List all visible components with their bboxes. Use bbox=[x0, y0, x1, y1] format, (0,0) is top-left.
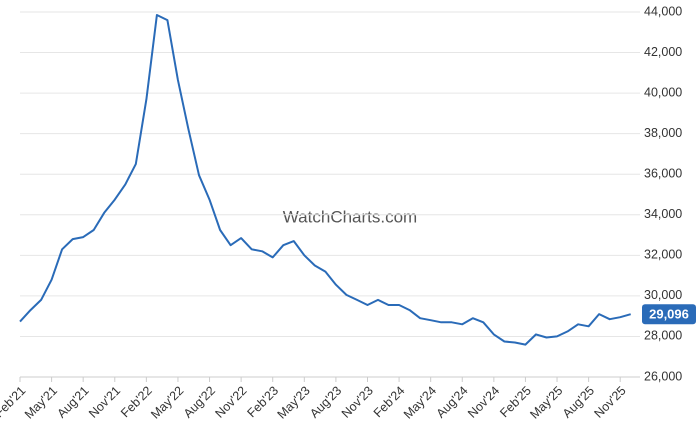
x-tick-label: Aug'21 bbox=[54, 384, 91, 421]
x-tick-label: Aug'25 bbox=[560, 384, 597, 421]
y-tick-label: 26,000 bbox=[644, 369, 682, 383]
y-tick-label: 32,000 bbox=[644, 248, 682, 262]
x-tick-label: May'23 bbox=[275, 384, 313, 422]
price-line bbox=[19, 14, 631, 346]
y-tick-label: 38,000 bbox=[644, 126, 682, 140]
current-value-badge: 29,096 bbox=[642, 304, 696, 325]
x-tick-label: Nov'24 bbox=[465, 384, 502, 421]
x-tick-label: Aug'24 bbox=[434, 384, 471, 421]
x-tick-label: Aug'23 bbox=[307, 384, 344, 421]
x-tick-label: Nov'22 bbox=[212, 384, 249, 421]
x-tick-label: Feb'24 bbox=[371, 384, 408, 421]
y-tick-label: 44,000 bbox=[644, 4, 682, 18]
x-tick-label: Feb'23 bbox=[245, 384, 282, 421]
x-tick-label: Nov'21 bbox=[86, 384, 123, 421]
y-tick-label: 28,000 bbox=[644, 329, 682, 343]
y-tick-label: 36,000 bbox=[644, 167, 682, 181]
badge-text: 29,096 bbox=[649, 307, 689, 322]
x-tick-label: Nov'23 bbox=[339, 384, 376, 421]
x-tick-label: May'25 bbox=[527, 384, 565, 422]
x-tick-label: Feb'22 bbox=[118, 384, 155, 421]
x-tick-label: May'22 bbox=[148, 384, 186, 422]
x-tick-label: Nov'25 bbox=[592, 384, 629, 421]
badge-box bbox=[642, 304, 696, 325]
x-tick-label: Aug'22 bbox=[181, 384, 218, 421]
y-tick-label: 30,000 bbox=[644, 288, 682, 302]
x-tick-label: May'21 bbox=[22, 384, 60, 422]
x-tick-label: May'24 bbox=[401, 384, 439, 422]
y-tick-label: 34,000 bbox=[644, 207, 682, 221]
watermark: WatchCharts.com bbox=[283, 207, 417, 226]
x-tick-label: Feb'25 bbox=[497, 384, 534, 421]
y-tick-label: 40,000 bbox=[644, 85, 682, 99]
y-tick-label: 42,000 bbox=[644, 45, 682, 59]
